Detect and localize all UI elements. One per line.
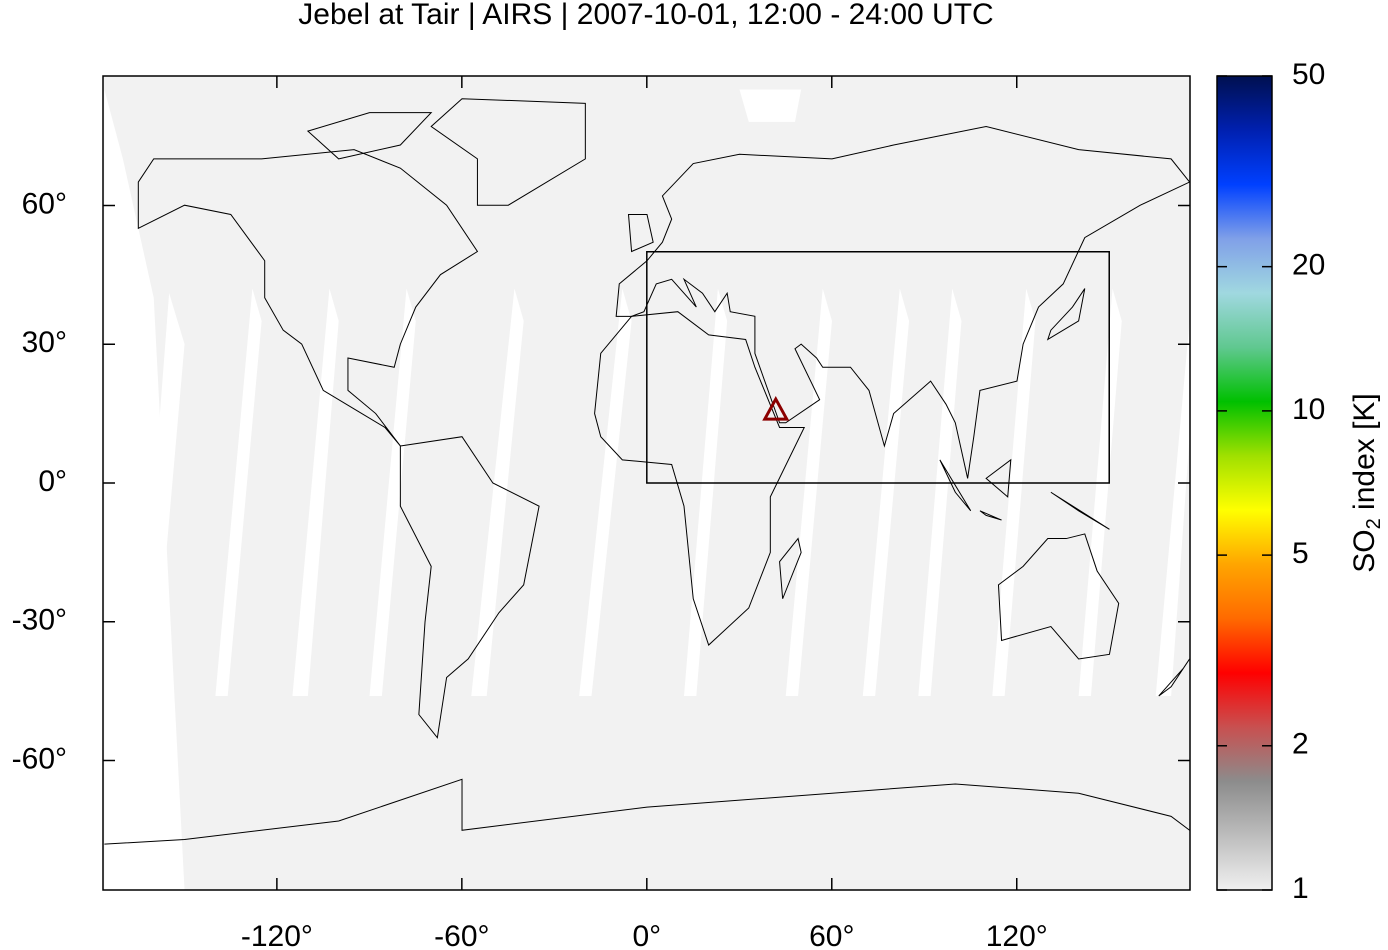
map-geometry bbox=[104, 89, 1189, 890]
x-tick-label: 0° bbox=[632, 920, 661, 950]
x-tick-label: 120° bbox=[986, 920, 1048, 950]
y-tick-label: -30° bbox=[12, 604, 67, 637]
y-tick-label: 30° bbox=[22, 326, 67, 359]
colorbar-label-sub: 2 bbox=[1363, 518, 1385, 529]
colorbar-tick-label: 2 bbox=[1292, 728, 1309, 761]
colorbar-tick-label: 10 bbox=[1292, 393, 1325, 426]
y-tick-label: 0° bbox=[38, 465, 67, 498]
colorbar-tick-label: 50 bbox=[1292, 58, 1325, 91]
y-tick-label: -60° bbox=[12, 742, 67, 775]
y-tick-label: 60° bbox=[22, 187, 67, 220]
chart-title: Jebel at Tair | AIRS | 2007-10-01, 12:00… bbox=[298, 0, 993, 31]
x-tick-label: 60° bbox=[809, 920, 854, 950]
colorbar bbox=[1216, 75, 1273, 891]
overlay bbox=[646, 251, 1110, 484]
colorbar-tick-label: 20 bbox=[1292, 249, 1325, 282]
colorbar-tick-label: 5 bbox=[1292, 537, 1309, 570]
x-tick-label: -60° bbox=[434, 920, 489, 950]
coastlines bbox=[104, 99, 1189, 844]
colorbar-tick-label: 1 bbox=[1292, 872, 1309, 905]
colorbar-label-rest: index [K] bbox=[1348, 393, 1381, 518]
x-tick-label: -120° bbox=[241, 920, 313, 950]
volcano-marker bbox=[762, 395, 790, 421]
swath-gaps bbox=[104, 89, 1190, 890]
colorbar-label-main: SO bbox=[1348, 529, 1381, 572]
colorbar-label: SO2 index [K] bbox=[1348, 393, 1385, 573]
region-box bbox=[646, 251, 1110, 484]
map-layer bbox=[104, 89, 1189, 890]
